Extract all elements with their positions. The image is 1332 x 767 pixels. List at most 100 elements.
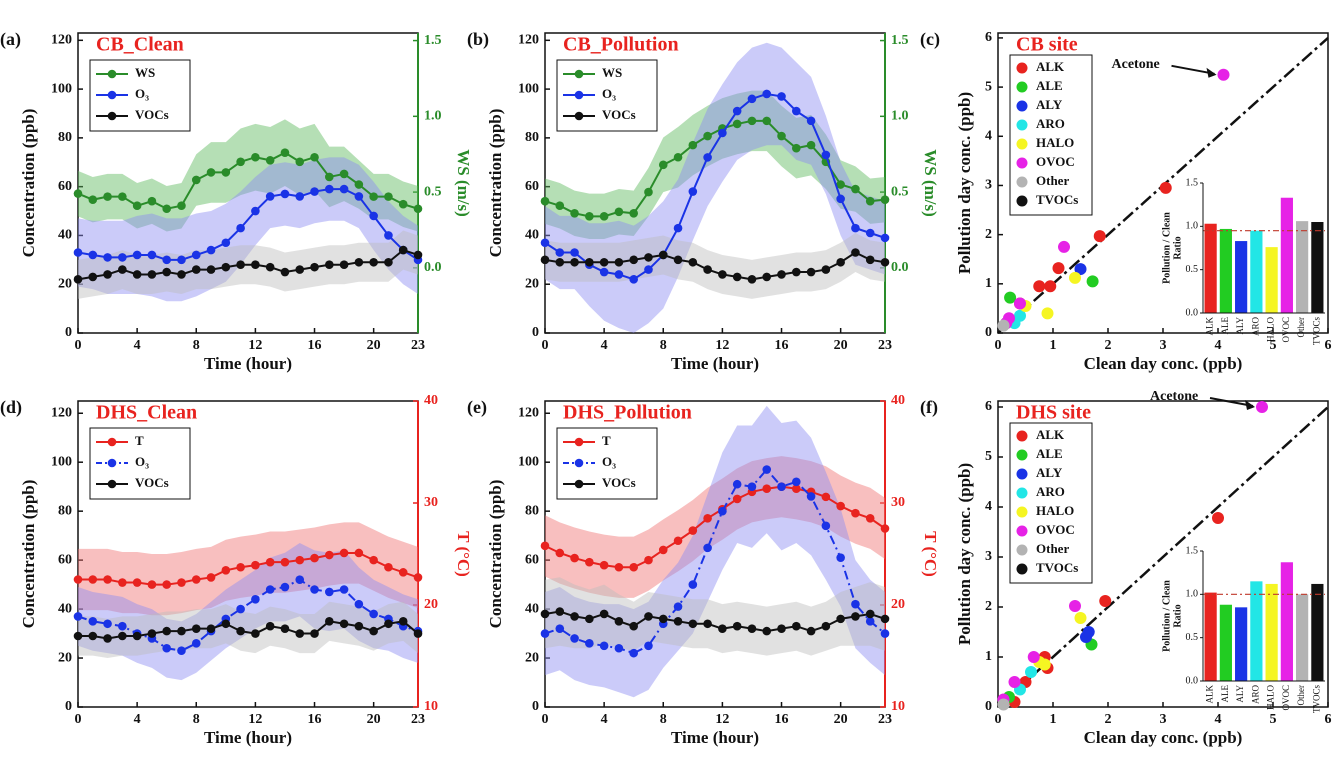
- data-point: [673, 617, 683, 626]
- y2-tick-label: 0.0: [891, 260, 909, 275]
- inset-bar: [1235, 607, 1248, 681]
- data-point: [629, 648, 638, 658]
- data-point: [644, 612, 653, 621]
- y-tick-label: 1: [985, 276, 992, 291]
- data-point: [88, 631, 98, 641]
- inset-y-tick-label: 1.0: [1186, 221, 1199, 232]
- y-tick-label: 40: [525, 228, 539, 243]
- legend-marker: [1016, 176, 1028, 188]
- legend-marker: [1016, 544, 1028, 556]
- data-point: [147, 196, 157, 206]
- data-point: [103, 619, 112, 629]
- data-point: [865, 514, 875, 523]
- inset-bar: [1250, 230, 1263, 313]
- data-point: [236, 626, 245, 636]
- data-point: [821, 150, 831, 160]
- y-tick-label: 100: [51, 81, 72, 96]
- data-point: [792, 106, 801, 116]
- inset-y-label: Pollution / Clean: [1161, 580, 1172, 652]
- data-point: [118, 578, 127, 587]
- x-tick-label: 16: [308, 712, 322, 727]
- data-point: [688, 526, 698, 535]
- panel-label: (d): [0, 397, 22, 418]
- data-point: [147, 580, 157, 589]
- x-tick-label: 4: [134, 712, 141, 727]
- y-tick-label: 20: [58, 276, 72, 291]
- legend-label: O₃: [602, 454, 616, 469]
- inset-bar: [1235, 241, 1248, 313]
- y2-tick-label: 10: [424, 699, 438, 714]
- y-tick-label: 0: [532, 325, 539, 340]
- data-point: [540, 541, 550, 551]
- x-axis-label: Time (hour): [671, 728, 759, 747]
- data-point: [997, 319, 1010, 332]
- legend-label: VOCs: [135, 475, 169, 490]
- data-point: [221, 262, 231, 272]
- panel-title: CB site: [1016, 34, 1078, 56]
- x-tick-label: 12: [715, 338, 729, 353]
- data-point: [118, 631, 127, 641]
- data-point: [265, 192, 275, 201]
- y-axis-label: Concentration (ppb): [486, 109, 505, 258]
- data-point: [191, 265, 201, 274]
- data-point: [1256, 401, 1268, 413]
- data-point: [265, 262, 275, 272]
- y2-tick-label: 30: [891, 495, 905, 510]
- data-point: [339, 184, 349, 194]
- data-point: [147, 270, 157, 279]
- data-point: [1093, 230, 1106, 243]
- legend-marker: [1016, 487, 1028, 499]
- data-point: [177, 578, 186, 587]
- inset-category-label: ALY: [1235, 317, 1245, 335]
- data-point: [747, 94, 757, 104]
- data-point: [221, 168, 231, 177]
- data-point: [265, 621, 275, 631]
- inset-category-label: ALE: [1220, 317, 1230, 335]
- data-point: [644, 265, 653, 274]
- data-point: [585, 557, 594, 567]
- legend-label: WS: [602, 65, 622, 80]
- legend-label: HALO: [1036, 503, 1074, 518]
- legend-label: ALY: [1036, 97, 1063, 112]
- data-point: [614, 562, 624, 572]
- legend-label: WS: [135, 65, 155, 80]
- data-point: [118, 192, 127, 201]
- y-tick-label: 3: [985, 178, 992, 193]
- y-axis-label: Concentration (ppb): [19, 109, 38, 258]
- data-point: [206, 245, 216, 255]
- annotation: Acetone: [1150, 389, 1198, 404]
- y-axis-label: Pollution day conc. (ppb): [955, 92, 974, 274]
- data-point: [614, 617, 624, 626]
- data-point: [191, 250, 201, 260]
- data-point: [599, 609, 609, 619]
- data-point: [629, 275, 638, 284]
- data-point: [354, 257, 364, 267]
- x-tick-label: 4: [601, 712, 608, 727]
- data-point: [162, 204, 171, 214]
- data-point: [251, 560, 260, 570]
- data-point: [103, 253, 112, 262]
- inset-category-label: TVOCs: [1311, 685, 1321, 713]
- data-point: [88, 575, 98, 584]
- panel-title: DHS_Pollution: [563, 402, 692, 424]
- data-point: [865, 609, 875, 619]
- y-tick-label: 80: [58, 130, 72, 145]
- data-point: [384, 619, 393, 629]
- data-point: [777, 270, 786, 279]
- legend-label: Other: [1036, 173, 1069, 188]
- data-point: [658, 250, 668, 260]
- data-point: [1086, 275, 1099, 288]
- data-point: [413, 629, 423, 638]
- data-point: [629, 209, 638, 218]
- legend-marker: [574, 90, 584, 100]
- legend-label: O₃: [135, 86, 149, 101]
- data-point: [1212, 512, 1224, 524]
- legend-marker: [107, 111, 117, 121]
- data-point: [629, 562, 638, 572]
- data-point: [398, 199, 408, 209]
- data-point: [295, 629, 305, 638]
- data-point: [688, 257, 698, 267]
- data-point: [310, 262, 319, 272]
- data-point: [570, 634, 579, 643]
- x-tick-label: 4: [1215, 712, 1222, 727]
